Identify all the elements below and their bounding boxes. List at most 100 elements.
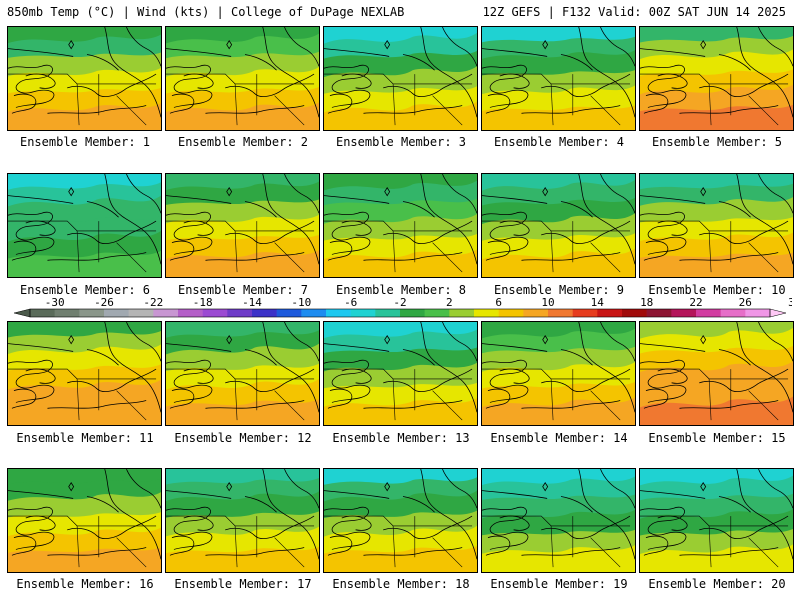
- coastline: [600, 27, 635, 67]
- ensemble-member-map: [7, 321, 162, 426]
- coastline: [699, 220, 789, 244]
- temperature-band: [166, 250, 319, 277]
- temperature-field-map: [166, 27, 319, 130]
- state-border: [432, 242, 463, 273]
- coastline: [225, 220, 315, 244]
- station-marker: [700, 481, 707, 492]
- coastline: [104, 322, 161, 413]
- coastline: [244, 496, 277, 513]
- colorbar-swatch: [745, 309, 771, 317]
- station-marker: [68, 39, 75, 50]
- colorbar-swatch: [276, 309, 302, 317]
- colorbar-swatch: [720, 309, 746, 317]
- colorbar-tick-label: -10: [291, 296, 311, 309]
- coastline: [578, 469, 635, 560]
- coastline: [169, 388, 195, 409]
- ensemble-member-label: Ensemble Member: 16: [16, 577, 154, 591]
- coastline: [11, 240, 37, 261]
- coastline: [482, 359, 529, 403]
- state-border: [234, 230, 238, 273]
- colorbar-swatch: [350, 309, 376, 317]
- coastline: [11, 388, 37, 409]
- coastline: [327, 93, 353, 114]
- coastline: [126, 322, 161, 362]
- coastline: [402, 496, 435, 513]
- coastline: [67, 73, 157, 97]
- state-border: [8, 515, 157, 527]
- coastline: [482, 195, 548, 204]
- coastline: [758, 322, 793, 362]
- coastline: [699, 515, 789, 539]
- temperature-field-map: [324, 27, 477, 130]
- coastline: [758, 174, 793, 214]
- temperature-band: [8, 103, 161, 130]
- ensemble-member-label: Ensemble Member: 14: [490, 431, 628, 445]
- ensemble-member-map: [639, 26, 794, 131]
- colorbar-swatch: [301, 309, 327, 317]
- coastline: [126, 174, 161, 214]
- coastline: [482, 48, 548, 57]
- state-border: [274, 95, 305, 126]
- ensemble-member-label: Ensemble Member: 10: [648, 283, 786, 297]
- coastline: [86, 349, 119, 366]
- station-marker: [700, 186, 707, 197]
- state-border: [76, 230, 80, 273]
- state-border: [590, 390, 621, 421]
- ensemble-member-map: [481, 468, 636, 573]
- station-marker: [384, 186, 391, 197]
- colorbar-swatch: [548, 309, 573, 317]
- state-border: [166, 220, 315, 232]
- coastline: [166, 211, 213, 255]
- ensemble-member-map: [323, 173, 478, 278]
- colorbar-swatch: [424, 309, 450, 317]
- coastline: [324, 506, 371, 550]
- coastline: [420, 469, 477, 560]
- ensemble-member-label: Ensemble Member: 11: [16, 431, 154, 445]
- coastline: [324, 64, 371, 108]
- state-border: [8, 73, 157, 85]
- coastline: [643, 240, 669, 261]
- state-border: [550, 230, 554, 273]
- state-border: [748, 242, 779, 273]
- coastline: [327, 240, 353, 261]
- state-border: [116, 537, 147, 568]
- state-border: [116, 390, 147, 421]
- station-marker: [542, 481, 549, 492]
- state-border: [590, 95, 621, 126]
- coastline: [166, 490, 232, 499]
- colorbar-tick-label: -18: [193, 296, 213, 309]
- station-marker: [542, 186, 549, 197]
- state-border: [274, 390, 305, 421]
- coastline: [47, 400, 147, 409]
- coastline: [560, 54, 593, 71]
- coastline: [600, 322, 635, 362]
- ensemble-member-map: [165, 173, 320, 278]
- coastline: [521, 105, 621, 114]
- temperature-band: [8, 250, 161, 277]
- temperature-band: [166, 102, 319, 130]
- coastline: [169, 240, 195, 261]
- temperature-band: [482, 545, 635, 572]
- state-border: [640, 73, 789, 85]
- coastline: [521, 400, 621, 409]
- colorbar-tick-label: 26: [739, 296, 752, 309]
- colorbar-tick-label: 10: [541, 296, 554, 309]
- state-border: [590, 537, 621, 568]
- ensemble-member-label: Ensemble Member: 12: [174, 431, 312, 445]
- colorbar-left-arrow: [13, 308, 31, 318]
- colorbar-swatch: [597, 309, 623, 317]
- ensemble-member-label: Ensemble Member: 15: [648, 431, 786, 445]
- coastline: [225, 368, 315, 392]
- state-border: [640, 368, 789, 380]
- coastline: [482, 211, 529, 255]
- colorbar-tick-label: -30: [45, 296, 65, 309]
- coastline: [578, 27, 635, 118]
- coastline: [104, 174, 161, 265]
- colorbar-outline: [29, 308, 771, 318]
- coastline: [363, 252, 463, 261]
- state-border: [708, 230, 712, 273]
- coastline: [244, 201, 277, 218]
- coastline: [383, 368, 473, 392]
- coastline: [262, 322, 319, 413]
- colorbar-swatch: [326, 309, 351, 317]
